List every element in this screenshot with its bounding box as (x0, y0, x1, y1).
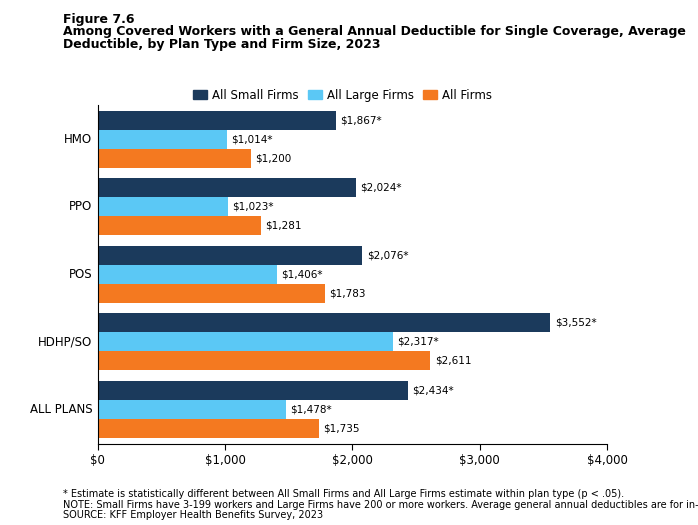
Bar (98, 130, 227, 149)
Text: $2,611: $2,611 (435, 356, 471, 366)
Legend: All Small Firms, All Large Firms, All Firms: All Small Firms, All Large Firms, All Fi… (188, 84, 496, 106)
Bar (98, 418, 319, 437)
Text: $1,735: $1,735 (323, 423, 359, 433)
Bar (98, 216, 261, 235)
Text: $1,867*: $1,867* (340, 116, 382, 125)
Text: $2,076*: $2,076* (366, 250, 408, 260)
Bar (98, 149, 251, 168)
Text: $2,024*: $2,024* (360, 183, 401, 193)
Bar (98, 178, 355, 197)
Text: $2,434*: $2,434* (413, 385, 454, 395)
Bar (98, 381, 408, 400)
Bar (98, 265, 277, 284)
Text: $1,200: $1,200 (255, 153, 291, 164)
Bar (98, 197, 228, 216)
Text: $1,406*: $1,406* (281, 269, 322, 279)
Text: SOURCE: KFF Employer Health Benefits Survey, 2023: SOURCE: KFF Employer Health Benefits Sur… (63, 510, 323, 520)
Text: Among Covered Workers with a General Annual Deductible for Single Coverage, Aver: Among Covered Workers with a General Ann… (63, 25, 685, 38)
Text: $1,023*: $1,023* (232, 202, 274, 212)
Text: $1,478*: $1,478* (290, 404, 332, 414)
Bar (98, 111, 336, 130)
Text: $3,552*: $3,552* (555, 318, 596, 328)
Text: NOTE: Small Firms have 3-199 workers and Large Firms have 200 or more workers. A: NOTE: Small Firms have 3-199 workers and… (63, 500, 698, 510)
Bar (98, 332, 393, 351)
Text: * Estimate is statistically different between All Small Firms and All Large Firm: * Estimate is statistically different be… (63, 489, 624, 499)
Text: $2,317*: $2,317* (397, 337, 439, 347)
Bar (98, 246, 362, 265)
Bar (98, 351, 431, 370)
Text: $1,783: $1,783 (329, 288, 366, 298)
Bar (98, 400, 286, 418)
Text: $1,281: $1,281 (265, 221, 302, 231)
Bar (98, 313, 550, 332)
Bar (98, 284, 325, 303)
Text: Figure 7.6: Figure 7.6 (63, 13, 134, 26)
Text: Deductible, by Plan Type and Firm Size, 2023: Deductible, by Plan Type and Firm Size, … (63, 38, 380, 51)
Text: $1,014*: $1,014* (231, 134, 273, 144)
